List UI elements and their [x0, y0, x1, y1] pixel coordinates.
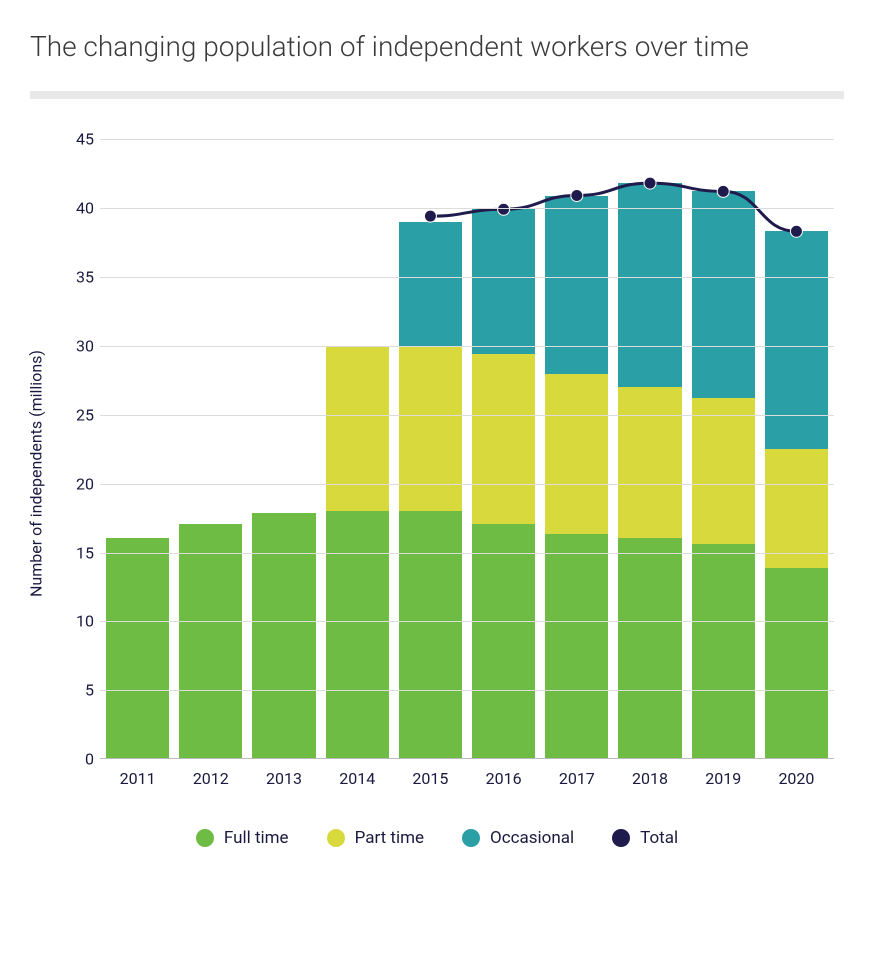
legend-item-fullTime: Full time: [196, 828, 289, 848]
bar-2011: [106, 139, 169, 758]
chart-area: Number of independents (millions) 051015…: [30, 139, 844, 788]
bar-segment-fullTime: [179, 524, 242, 758]
bar-segment-fullTime: [106, 538, 169, 758]
legend-label: Full time: [224, 828, 289, 848]
grid-line: [100, 621, 834, 622]
y-tick-label: 30: [64, 336, 94, 355]
bar-2012: [179, 139, 242, 758]
bar-segment-occasional: [618, 183, 681, 387]
x-tick-label: 2018: [618, 769, 681, 788]
y-tick-label: 45: [64, 130, 94, 149]
y-tick-label: 25: [64, 405, 94, 424]
bar-segment-fullTime: [326, 511, 389, 759]
bar-2015: [399, 139, 462, 758]
legend-swatch: [612, 829, 630, 847]
bar-segment-partTime: [326, 346, 389, 511]
bar-segment-fullTime: [618, 538, 681, 758]
bar-2013: [252, 139, 315, 758]
grid-line: [100, 139, 834, 140]
bar-segment-partTime: [399, 346, 462, 511]
bar-segment-fullTime: [765, 568, 828, 758]
legend-label: Total: [640, 828, 678, 848]
legend-label: Occasional: [490, 828, 574, 848]
x-tick-label: 2012: [179, 769, 242, 788]
legend-swatch: [462, 829, 480, 847]
bar-segment-fullTime: [399, 511, 462, 759]
legend-label: Part time: [355, 828, 424, 848]
bar-2017: [545, 139, 608, 758]
y-axis-label: Number of independents (millions): [27, 350, 46, 597]
bar-2018: [618, 139, 681, 758]
bar-2019: [692, 139, 755, 758]
y-tick-label: 35: [64, 267, 94, 286]
x-tick-label: 2017: [545, 769, 608, 788]
grid-line: [100, 415, 834, 416]
bar-2020: [765, 139, 828, 758]
grid-line: [100, 208, 834, 209]
legend-swatch: [196, 829, 214, 847]
y-tick-label: 10: [64, 612, 94, 631]
bar-segment-partTime: [545, 374, 608, 534]
bar-segment-fullTime: [252, 513, 315, 758]
grid-line: [100, 277, 834, 278]
grid-line: [100, 553, 834, 554]
bar-segment-occasional: [545, 196, 608, 375]
bar-segment-occasional: [472, 209, 535, 353]
grid-line: [100, 484, 834, 485]
bar-2014: [326, 139, 389, 758]
chart-title: The changing population of independent w…: [30, 20, 844, 73]
legend-swatch: [327, 829, 345, 847]
bar-segment-partTime: [765, 449, 828, 569]
legend-item-total: Total: [612, 828, 678, 848]
grid-line: [100, 690, 834, 691]
x-tick-label: 2015: [399, 769, 462, 788]
bar-segment-occasional: [692, 191, 755, 397]
bar-segment-occasional: [765, 231, 828, 448]
bar-segment-partTime: [618, 387, 681, 538]
x-tick-label: 2011: [106, 769, 169, 788]
bar-segment-partTime: [472, 354, 535, 525]
x-tick-label: 2013: [252, 769, 315, 788]
legend-item-partTime: Part time: [327, 828, 424, 848]
bar-segment-occasional: [399, 222, 462, 346]
grid-line: [100, 346, 834, 347]
bar-segment-partTime: [692, 398, 755, 544]
y-tick-label: 15: [64, 543, 94, 562]
bar-segment-fullTime: [545, 534, 608, 758]
x-tick-label: 2016: [472, 769, 535, 788]
bar-segment-fullTime: [692, 544, 755, 759]
y-tick-label: 20: [64, 474, 94, 493]
bars-container: [100, 139, 834, 758]
y-tick-label: 0: [64, 750, 94, 769]
x-axis-labels: 2011 2012 2013 2014 2015 2016 2017 2018 2019 2020: [100, 759, 834, 788]
plot: 051015202530354045: [100, 139, 834, 759]
legend-item-occasional: Occasional: [462, 828, 574, 848]
x-tick-label: 2014: [326, 769, 389, 788]
y-tick-label: 5: [64, 681, 94, 700]
title-divider: [30, 91, 844, 99]
legend: Full time Part time Occasional Total: [30, 828, 844, 848]
bar-2016: [472, 139, 535, 758]
bar-segment-fullTime: [472, 524, 535, 758]
x-tick-label: 2019: [692, 769, 755, 788]
y-tick-label: 40: [64, 199, 94, 218]
x-tick-label: 2020: [765, 769, 828, 788]
